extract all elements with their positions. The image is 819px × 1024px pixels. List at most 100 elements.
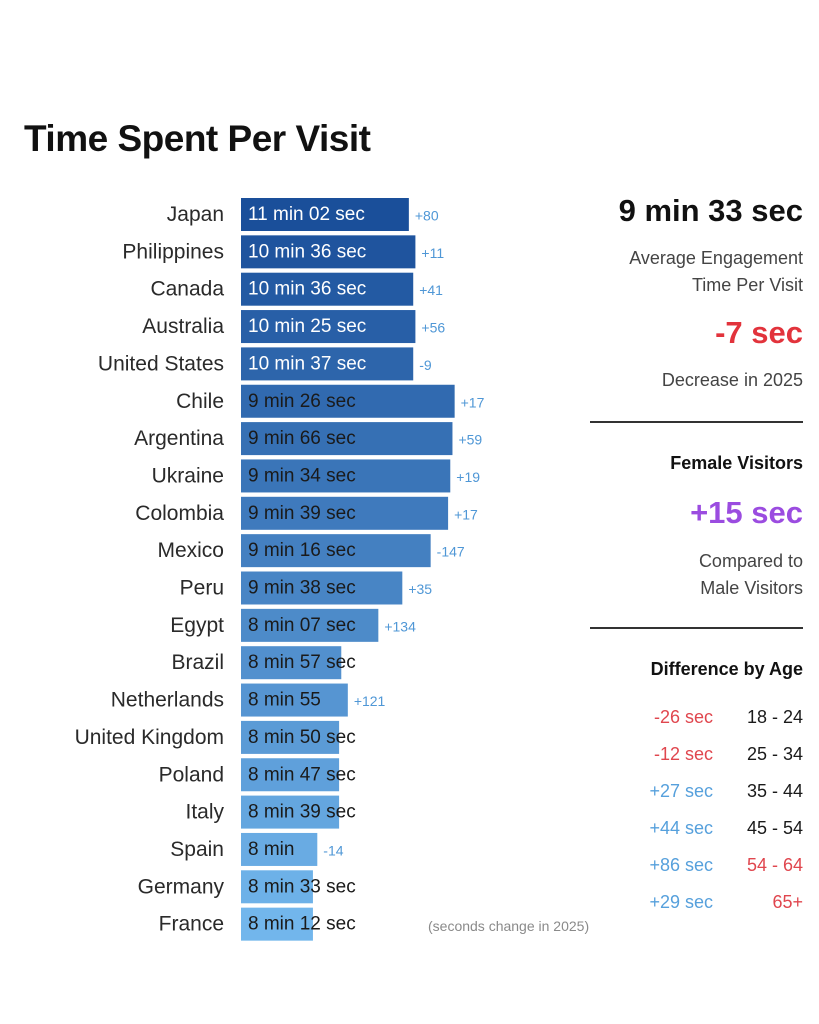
bar-value-label: 8 min 33 sec <box>248 876 356 897</box>
age-difference-heading: Difference by Age <box>650 659 803 679</box>
country-label: United States <box>98 352 224 375</box>
country-label: Australia <box>142 315 224 338</box>
age-row: +44 sec 45 - 54 <box>560 818 803 844</box>
bar-value-label: 9 min 34 sec <box>248 465 356 486</box>
country-label: Mexico <box>157 539 224 562</box>
bar-value-label: 11 min 02 sec <box>248 204 365 225</box>
age-row: +86 sec 54 - 64 <box>560 855 803 881</box>
bar-value-label: 10 min 36 sec <box>248 279 366 300</box>
bar-value-label: 10 min 25 sec <box>248 316 366 337</box>
bar <box>241 310 416 344</box>
age-row: -12 sec 25 - 34 <box>560 744 803 770</box>
change-label: +56 <box>421 320 445 336</box>
decrease-value: -7 sec <box>715 315 803 350</box>
bar <box>241 235 416 269</box>
change-label: -14 <box>323 842 343 858</box>
bar-value-label: 8 min 07 sec <box>248 615 356 636</box>
country-label: Spain <box>170 838 224 861</box>
change-label: -9 <box>419 357 432 373</box>
chart-footnote: (seconds change in 2025) <box>428 918 590 934</box>
bar-value-label: 9 min 66 sec <box>248 428 356 449</box>
country-label: Japan <box>167 203 224 226</box>
country-label: Egypt <box>170 614 224 637</box>
age-diff-value: +29 sec <box>649 892 713 912</box>
bar-value-label: 10 min 36 sec <box>248 241 366 262</box>
age-diff-value: -26 sec <box>653 707 713 727</box>
age-diff-value: -12 sec <box>653 744 713 764</box>
bar <box>241 534 431 568</box>
age-row: -26 sec 18 - 24 <box>560 707 803 733</box>
bar <box>241 496 449 530</box>
bar <box>241 198 409 231</box>
change-label: +121 <box>354 693 386 709</box>
section-divider <box>590 421 803 423</box>
bar <box>241 795 340 829</box>
bar <box>241 347 414 381</box>
country-label: Germany <box>138 875 225 898</box>
average-engagement-label: Average Engagement Time Per Visit <box>629 245 803 299</box>
country-label: Netherlands <box>111 689 224 712</box>
change-label: +11 <box>421 245 444 261</box>
bar-value-label: 8 min 12 sec <box>248 914 356 935</box>
female-visitors-label-line-1: Compared to <box>698 551 803 571</box>
bar <box>241 870 313 904</box>
age-row: +29 sec 65+ <box>560 892 803 918</box>
age-range-label: 45 - 54 <box>746 818 803 838</box>
section-divider <box>590 627 803 629</box>
bar <box>241 720 340 754</box>
decrease-label: Decrease in 2025 <box>661 370 803 390</box>
country-label: Italy <box>185 801 224 824</box>
age-range-label: 65+ <box>772 892 803 912</box>
country-label: Colombia <box>135 502 224 525</box>
bar-value-label: 9 min 39 sec <box>248 503 356 524</box>
country-label: United Kingdom <box>75 726 224 749</box>
bar-value-label: 8 min 47 sec <box>248 764 356 785</box>
change-label: +19 <box>456 469 480 485</box>
bar <box>241 422 453 456</box>
age-range-label: 25 - 34 <box>746 744 803 764</box>
bar-value-label: 9 min 26 sec <box>248 391 356 412</box>
bar-value-label: 8 min <box>248 839 294 860</box>
bar-value-label: 9 min 38 sec <box>248 578 356 599</box>
age-diff-value: +44 sec <box>649 818 713 838</box>
bar-value-label: 8 min 50 sec <box>248 727 356 748</box>
bar-value-label: 10 min 37 sec <box>248 353 366 374</box>
female-visitors-value: +15 sec <box>690 495 803 530</box>
female-visitors-label-line-2: Male Visitors <box>700 578 803 598</box>
bar <box>241 832 318 866</box>
bar <box>241 758 340 792</box>
bar-value-label: 9 min 16 sec <box>248 540 356 561</box>
average-engagement-label-line-1: Average Engagement <box>629 248 803 268</box>
country-label: Argentina <box>134 427 224 450</box>
country-label: Canada <box>150 278 224 301</box>
country-label: Brazil <box>171 651 224 674</box>
bar <box>241 384 455 418</box>
female-visitors-heading: Female Visitors <box>670 453 803 473</box>
change-label: +59 <box>458 432 482 448</box>
bar-value-label: 8 min 57 sec <box>248 652 356 673</box>
average-engagement-label-line-2: Time Per Visit <box>691 275 803 295</box>
age-range-label: 35 - 44 <box>746 781 803 801</box>
age-range-label: 18 - 24 <box>746 707 803 727</box>
country-label: France <box>159 913 224 936</box>
country-label: Ukraine <box>152 464 224 487</box>
chart-title: Time Spent Per Visit <box>24 118 371 159</box>
bar <box>241 608 379 642</box>
country-label: Poland <box>159 763 224 786</box>
bar <box>241 683 348 717</box>
bar <box>241 459 451 493</box>
change-label: +17 <box>461 394 485 410</box>
female-visitors-label: Compared to Male Visitors <box>699 548 803 602</box>
bar <box>241 571 403 605</box>
average-engagement-value: 9 min 33 sec <box>618 193 803 228</box>
age-diff-value: +86 sec <box>649 855 713 875</box>
change-label: +134 <box>384 618 416 634</box>
change-label: +17 <box>454 506 478 522</box>
change-label: +80 <box>415 208 439 224</box>
change-label: +35 <box>408 581 432 597</box>
change-label: +41 <box>419 282 443 298</box>
change-label: -147 <box>437 544 465 560</box>
country-label: Chile <box>176 390 224 413</box>
age-row: +27 sec 35 - 44 <box>560 781 803 807</box>
